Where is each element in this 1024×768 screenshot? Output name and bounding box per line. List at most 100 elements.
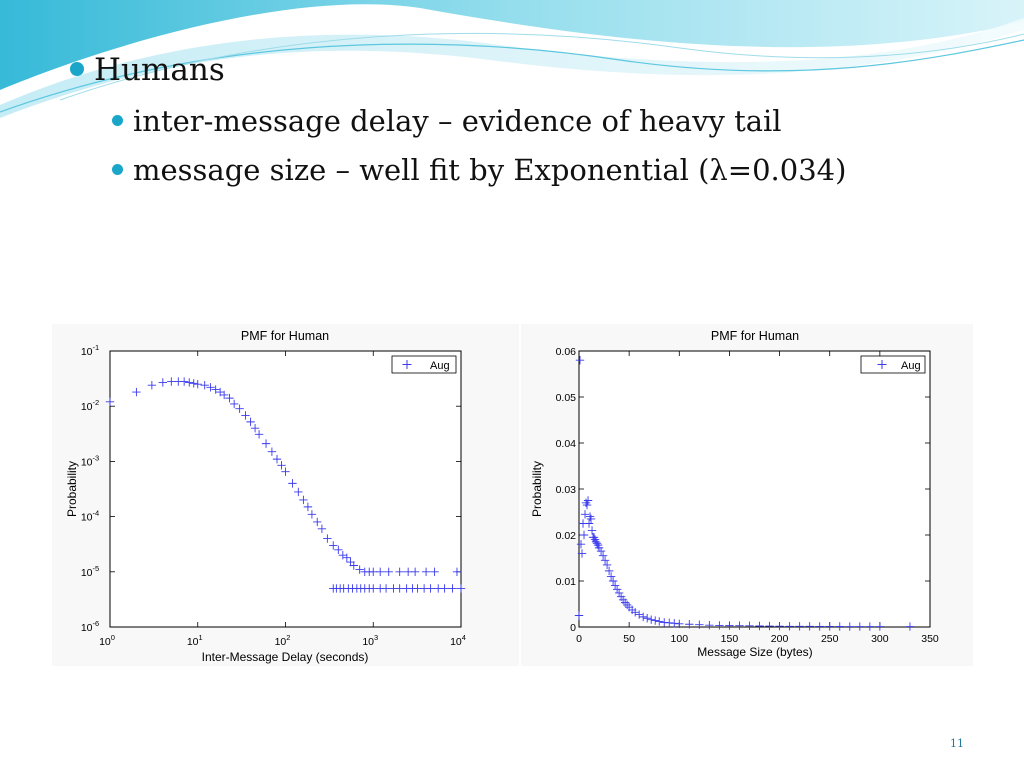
data-point — [241, 411, 250, 420]
data-point — [670, 619, 679, 628]
data-point — [288, 479, 297, 488]
data-point — [582, 500, 592, 510]
data-point — [277, 461, 286, 470]
x-tick-exponent: 0 — [111, 633, 115, 642]
x-tick-exponent: 4 — [462, 633, 466, 642]
x-axis-label: Inter-Message Delay (seconds) — [202, 650, 369, 664]
x-tick-label: 100 — [671, 633, 689, 645]
data-point — [281, 467, 290, 476]
data-point — [587, 526, 597, 535]
legend-label: Aug — [430, 360, 450, 372]
series-aug-points — [574, 356, 915, 631]
data-point — [592, 539, 602, 548]
data-point — [299, 495, 308, 505]
data-point — [355, 565, 364, 574]
data-point — [865, 622, 875, 631]
data-point — [189, 379, 198, 388]
data-point — [381, 584, 391, 593]
data-point — [132, 387, 141, 397]
data-point — [675, 619, 684, 628]
data-point — [815, 622, 824, 631]
x-tick-exponent: 3 — [374, 633, 378, 642]
data-point — [638, 612, 648, 622]
data-point — [342, 553, 352, 562]
series-aug-points — [105, 377, 466, 593]
x-tick-label: 200 — [771, 633, 789, 645]
data-point — [410, 567, 420, 576]
data-point — [229, 399, 239, 409]
y-tick-label: 0 — [570, 622, 576, 634]
y-tick-label: 10-2 — [81, 398, 99, 413]
y-tick-exponent: -5 — [93, 564, 100, 573]
decorative-wave-background — [0, 0, 1024, 118]
data-point — [602, 560, 612, 570]
data-point — [577, 549, 587, 558]
y-axis-ticks: 0 0.01 0.02 0.03 0.04 0.05 0.06 — [556, 346, 930, 634]
data-point — [440, 584, 449, 593]
data-point — [456, 584, 466, 593]
data-point — [206, 383, 215, 392]
data-point — [246, 417, 255, 427]
data-point — [725, 621, 734, 630]
data-point — [225, 393, 234, 403]
x-tick-label: 300 — [871, 633, 889, 645]
data-point — [452, 567, 462, 576]
data-point — [179, 377, 189, 386]
bullet-text: inter-message delay – evidence of heavy … — [133, 104, 782, 138]
x-tick-label: 101 — [187, 633, 203, 648]
data-point — [735, 621, 744, 630]
data-point — [845, 622, 854, 631]
data-point — [448, 584, 457, 593]
data-point — [785, 622, 794, 631]
data-point — [630, 608, 640, 617]
data-point — [586, 514, 596, 524]
y-tick-label: 0.03 — [556, 484, 577, 496]
data-point — [705, 620, 714, 630]
plot-area — [578, 350, 931, 628]
data-point — [660, 618, 669, 627]
data-point — [610, 581, 620, 590]
y-axis-label: Probability — [65, 461, 79, 517]
data-point — [580, 510, 590, 519]
bullet-level1: Humans — [70, 52, 225, 88]
data-point — [421, 567, 431, 576]
y-tick-exponent: -2 — [93, 398, 100, 407]
x-tick-label: 0 — [576, 633, 582, 645]
y-tick-exponent: -4 — [93, 509, 100, 518]
data-point — [581, 498, 591, 507]
data-point — [612, 585, 622, 594]
data-point — [254, 430, 264, 439]
data-point — [665, 618, 674, 628]
data-point — [855, 622, 864, 631]
chart-title: PMF for Human — [241, 329, 329, 343]
legend-label: Aug — [901, 360, 921, 372]
data-point — [395, 567, 404, 576]
data-point — [805, 622, 814, 631]
data-point — [323, 534, 332, 543]
data-point — [585, 512, 595, 521]
data-point — [105, 397, 115, 407]
data-point — [775, 621, 784, 631]
data-point — [755, 621, 764, 631]
data-point — [346, 557, 355, 567]
data-point — [579, 530, 589, 540]
data-point — [596, 546, 606, 556]
data-point — [235, 404, 244, 413]
x-tick-label: 350 — [921, 633, 939, 645]
data-point — [430, 567, 439, 576]
data-point — [261, 439, 271, 448]
data-point — [795, 622, 804, 631]
data-point — [250, 423, 260, 433]
legend-marker-icon — [877, 360, 887, 369]
y-tick-label: 0.05 — [556, 392, 577, 404]
bullet-dot-icon — [70, 61, 84, 76]
chart-svg-left: PMF for Human 10-610-510-410-310-210-1 1… — [65, 329, 466, 664]
data-point — [329, 541, 338, 550]
data-point — [576, 540, 586, 549]
legend-box — [391, 355, 457, 374]
data-point — [745, 621, 754, 631]
x-axis-label: Message Size (bytes) — [697, 645, 812, 659]
legend-box — [860, 355, 926, 374]
data-point — [158, 378, 168, 387]
data-point — [606, 572, 616, 581]
